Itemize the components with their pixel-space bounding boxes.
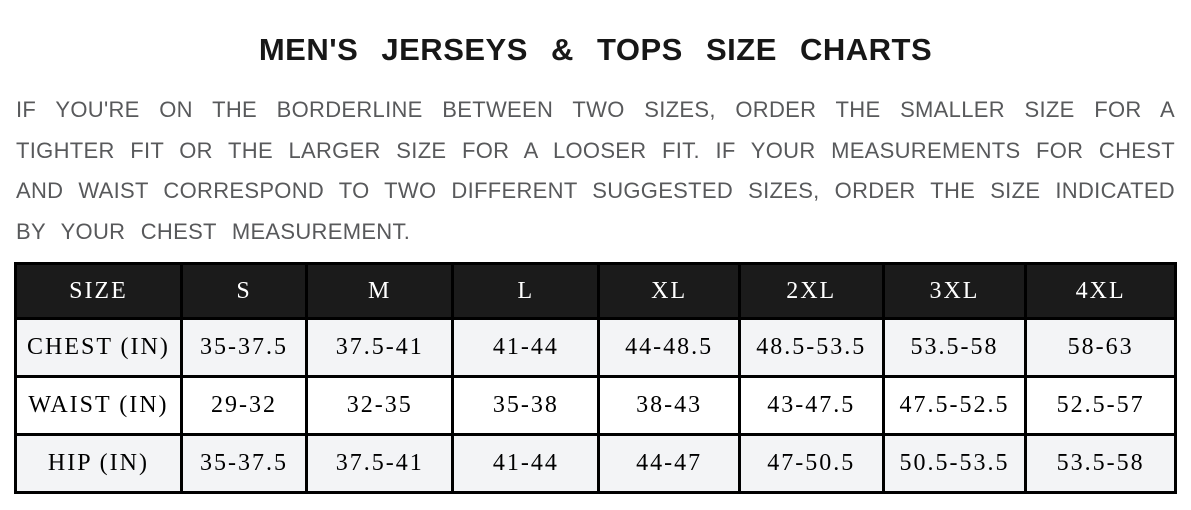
- row-label-chest: CHEST (IN): [14, 317, 183, 378]
- size-chart-table: SIZE S M L XL 2XL 3XL 4XL CHEST (IN) 35-…: [14, 262, 1177, 494]
- size-guidance-paragraph: IF YOU'RE ON THE BORDERLINE BETWEEN TWO …: [16, 90, 1175, 252]
- size-guidance-line-3: AND WAIST CORRESPOND TO TWO DIFFERENT SU…: [16, 178, 1175, 203]
- table-row-chest: CHEST (IN) 35-37.5 37.5-41 41-44 44-48.5…: [14, 317, 1177, 378]
- column-header-2xl: 2XL: [737, 262, 885, 320]
- size-guidance-line-4: BY YOUR CHEST MEASUREMENT.: [16, 218, 411, 244]
- table-row-waist: WAIST (IN) 29-32 32-35 35-38 38-43 43-47…: [14, 375, 1177, 436]
- size-charts-page: MEN'S JERSEYS & TOPS SIZE CHARTS IF YOU'…: [14, 32, 1177, 494]
- row-label-waist: WAIST (IN): [14, 375, 183, 436]
- column-header-size: SIZE: [14, 262, 183, 320]
- column-header-3xl: 3XL: [881, 262, 1028, 320]
- size-value-cell: 41-44: [451, 317, 601, 378]
- size-value-cell: 58-63: [1024, 317, 1177, 378]
- size-value-cell: 32-35: [305, 375, 455, 436]
- page-title: MEN'S JERSEYS & TOPS SIZE CHARTS: [258, 32, 933, 67]
- table-row-hip: HIP (IN) 35-37.5 37.5-41 41-44 44-47 47-…: [14, 433, 1177, 494]
- size-value-cell: 44-48.5: [597, 317, 741, 378]
- size-value-cell: 47.5-52.5: [881, 375, 1028, 436]
- size-value-cell: 29-32: [179, 375, 309, 436]
- size-value-cell: 44-47: [597, 433, 741, 494]
- column-header-s: S: [179, 262, 309, 320]
- size-guidance-line-1: IF YOU'RE ON THE BORDERLINE BETWEEN TWO …: [16, 97, 1175, 122]
- size-value-cell: 47-50.5: [737, 433, 885, 494]
- size-guidance-line-2: TIGHTER FIT OR THE LARGER SIZE FOR A LOO…: [16, 137, 1175, 163]
- size-value-cell: 37.5-41: [305, 317, 455, 378]
- size-value-cell: 50.5-53.5: [881, 433, 1028, 494]
- size-value-cell: 43-47.5: [737, 375, 885, 436]
- column-header-l: L: [451, 262, 601, 320]
- size-value-cell: 38-43: [597, 375, 741, 436]
- row-label-hip: HIP (IN): [14, 433, 183, 494]
- column-header-xl: XL: [597, 262, 741, 320]
- size-value-cell: 35-38: [451, 375, 601, 436]
- size-value-cell: 48.5-53.5: [737, 317, 885, 378]
- size-value-cell: 35-37.5: [179, 433, 309, 494]
- header-row: SIZE S M L XL 2XL 3XL 4XL: [14, 262, 1177, 320]
- size-value-cell: 52.5-57: [1024, 375, 1177, 436]
- size-value-cell: 41-44: [451, 433, 601, 494]
- column-header-m: M: [305, 262, 455, 320]
- column-header-4xl: 4XL: [1024, 262, 1177, 320]
- size-value-cell: 53.5-58: [881, 317, 1028, 378]
- size-value-cell: 35-37.5: [179, 317, 309, 378]
- size-value-cell: 53.5-58: [1024, 433, 1177, 494]
- size-value-cell: 37.5-41: [305, 433, 455, 494]
